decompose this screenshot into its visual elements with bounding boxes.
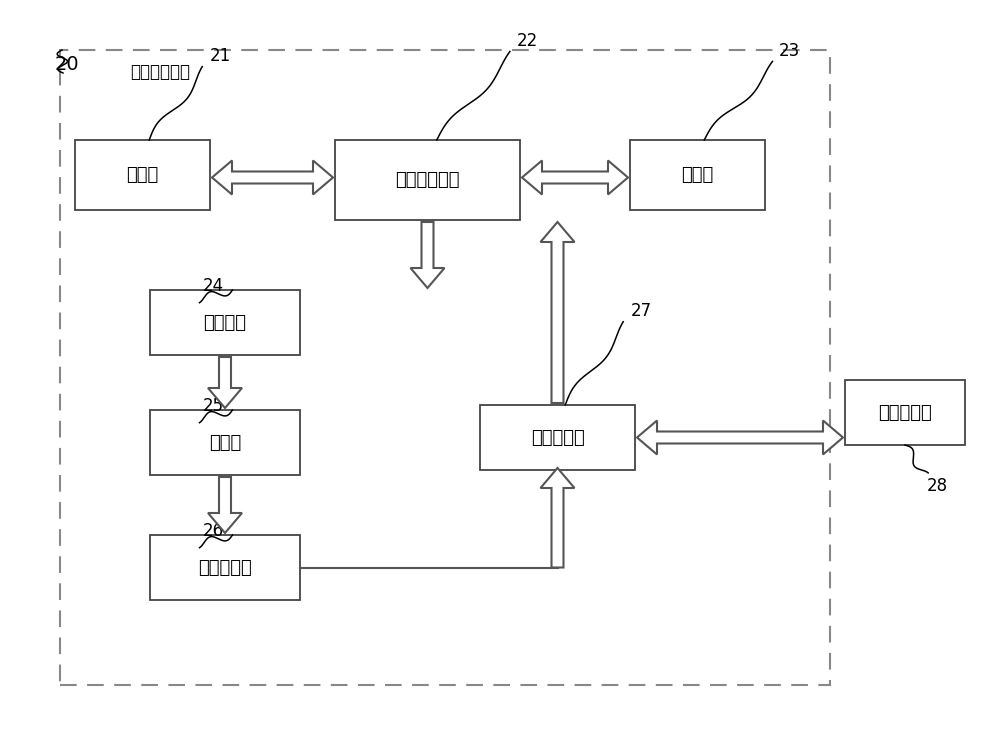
Text: 26: 26 bbox=[203, 522, 224, 540]
Bar bbox=[150, 290, 300, 355]
Bar bbox=[845, 380, 965, 445]
Text: 28: 28 bbox=[927, 477, 948, 495]
Polygon shape bbox=[411, 222, 445, 288]
Polygon shape bbox=[522, 161, 628, 195]
Polygon shape bbox=[208, 477, 242, 533]
Bar bbox=[150, 535, 300, 600]
Polygon shape bbox=[540, 468, 574, 568]
Bar bbox=[75, 140, 210, 210]
Bar bbox=[150, 410, 300, 475]
Text: 衰减器: 衰减器 bbox=[209, 434, 241, 451]
Bar bbox=[60, 50, 830, 685]
Text: 示波器: 示波器 bbox=[126, 166, 159, 184]
Text: 超声测试装置: 超声测试装置 bbox=[130, 63, 190, 81]
Text: 超声测试系统: 超声测试系统 bbox=[395, 171, 460, 189]
Polygon shape bbox=[208, 357, 242, 408]
Text: 低通滤波器: 低通滤波器 bbox=[198, 559, 252, 576]
Polygon shape bbox=[540, 222, 574, 403]
Bar bbox=[480, 405, 635, 470]
Text: 计算机: 计算机 bbox=[681, 166, 714, 184]
Text: 22: 22 bbox=[517, 32, 538, 50]
Polygon shape bbox=[637, 420, 843, 454]
Text: 超声换能器: 超声换能器 bbox=[531, 428, 584, 446]
Text: 25: 25 bbox=[203, 397, 224, 415]
Text: 20: 20 bbox=[55, 55, 80, 74]
Text: 24: 24 bbox=[203, 277, 224, 295]
Text: 27: 27 bbox=[630, 302, 651, 320]
Bar bbox=[335, 140, 520, 220]
Text: 21: 21 bbox=[209, 47, 231, 65]
Polygon shape bbox=[212, 161, 333, 195]
Text: 复合绝缘子: 复合绝缘子 bbox=[878, 403, 932, 422]
Bar bbox=[630, 140, 765, 210]
Text: 23: 23 bbox=[779, 42, 800, 60]
Text: 匹配电阻: 匹配电阻 bbox=[204, 314, 247, 332]
